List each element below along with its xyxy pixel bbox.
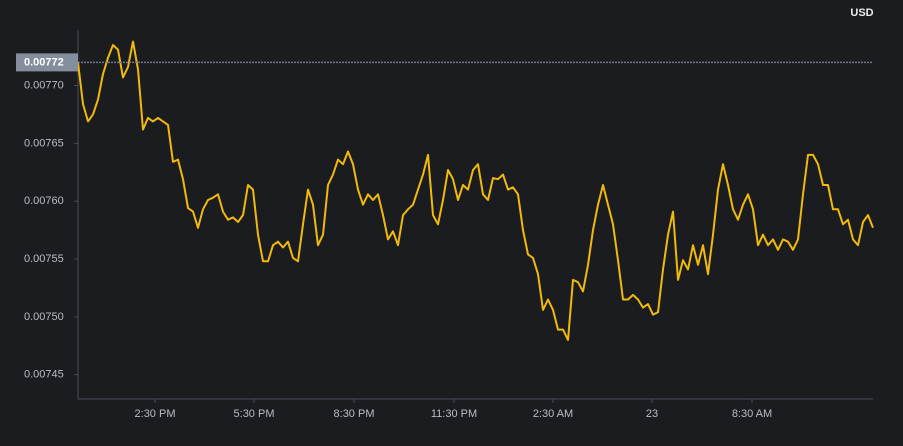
x-tick-label: 2:30 PM [135,408,176,420]
x-tick-label: 8:30 PM [334,408,375,420]
x-tick-label: 23 [646,408,658,420]
currency-label: USD [850,7,873,19]
y-tick-label: 0.00760 [24,195,64,207]
x-tick-label: 5:30 PM [234,408,275,420]
current-price-label: 0.00772 [24,56,64,68]
y-tick-label: 0.00745 [24,369,64,381]
x-tick-label: 11:30 PM [431,408,477,420]
current-price-box [16,53,78,72]
y-tick-label: 0.00765 [24,137,64,149]
y-tick-label: 0.00770 [24,79,64,91]
y-tick-label: 0.00750 [24,311,64,323]
price-line [77,40,874,341]
x-tick-label: 2:30 AM [533,408,573,420]
x-tick-label: 8:30 AM [732,408,772,420]
y-tick-label: 0.00755 [24,253,64,265]
